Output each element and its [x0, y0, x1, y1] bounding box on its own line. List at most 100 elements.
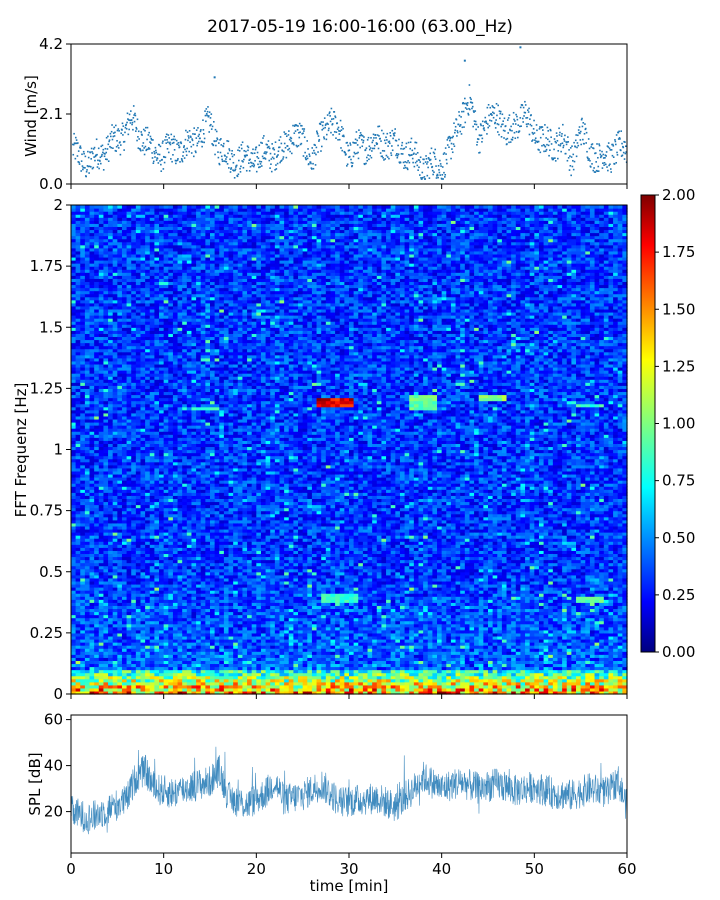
wind-point: [560, 145, 562, 147]
wind-point: [223, 143, 225, 145]
wind-point: [432, 174, 434, 176]
wind-point: [454, 129, 456, 131]
wind-point: [313, 168, 315, 170]
wind-point: [577, 134, 579, 136]
wind-point: [585, 128, 587, 130]
wind-point: [384, 140, 386, 142]
wind-point: [602, 162, 604, 164]
wind-point: [564, 140, 566, 142]
wind-point: [481, 134, 483, 136]
wind-point: [315, 154, 317, 156]
wind-point: [213, 121, 215, 123]
wind-point: [476, 124, 478, 126]
wind-point: [507, 119, 509, 121]
wind-point: [470, 98, 472, 100]
wind-point: [371, 157, 373, 159]
wind-point: [355, 142, 357, 144]
wind-point: [442, 166, 444, 168]
wind-point: [78, 162, 80, 164]
wind-point: [178, 142, 180, 144]
wind-point: [185, 139, 187, 141]
wind-point: [269, 148, 271, 150]
wind-point: [418, 166, 420, 168]
wind-point: [190, 136, 192, 138]
wind-point: [343, 136, 345, 138]
wind-point: [341, 126, 343, 128]
wind-point: [345, 153, 347, 155]
wind-point: [505, 125, 507, 127]
wind-point: [173, 142, 175, 144]
wind-point: [170, 158, 172, 160]
wind-point: [311, 168, 313, 170]
wind-point: [274, 153, 276, 155]
wind-point: [356, 131, 358, 133]
wind-y-label: Wind [m/s]: [22, 75, 40, 157]
wind-point: [457, 130, 459, 132]
wind-point: [81, 160, 83, 162]
wind-point: [324, 138, 326, 140]
wind-point: [439, 160, 441, 162]
wind-point: [365, 149, 367, 151]
wind-point: [197, 127, 199, 129]
wind-point: [176, 143, 178, 145]
wind-point: [373, 137, 375, 139]
wind-point: [447, 139, 449, 141]
wind-point: [275, 141, 277, 143]
wind-point: [152, 139, 154, 141]
wind-point: [506, 143, 508, 145]
wind-point: [568, 149, 570, 151]
wind-point: [464, 103, 466, 105]
wind-point: [489, 120, 491, 122]
wind-point: [125, 124, 127, 126]
wind-point: [173, 136, 175, 138]
wind-point: [435, 165, 437, 167]
wind-point: [158, 144, 160, 146]
wind-point: [361, 139, 363, 141]
wind-point: [297, 125, 299, 127]
wind-point: [615, 141, 617, 143]
wind-point: [416, 161, 418, 163]
wind-point: [585, 142, 587, 144]
wind-point: [219, 164, 221, 166]
heatmap-cell: [71, 205, 76, 209]
wind-point: [375, 137, 377, 139]
wind-point: [99, 160, 101, 162]
wind-point: [297, 129, 299, 131]
wind-point: [604, 157, 606, 159]
spectrogram-heatmap: [71, 205, 628, 695]
wind-point: [396, 157, 398, 159]
wind-point: [302, 128, 304, 130]
wind-point: [160, 164, 162, 166]
wind-point: [246, 170, 248, 172]
wind-point: [332, 134, 334, 136]
wind-point: [330, 121, 332, 123]
wind-point: [550, 130, 552, 132]
wind-point: [434, 149, 436, 151]
wind-point: [435, 158, 437, 160]
wind-point: [372, 140, 374, 142]
wind-point: [155, 152, 157, 154]
wind-point: [463, 126, 465, 128]
wind-point: [357, 152, 359, 154]
wind-point: [168, 152, 170, 154]
wind-point: [573, 142, 575, 144]
wind-point: [283, 156, 285, 158]
wind-point: [136, 140, 138, 142]
wind-point: [363, 136, 365, 138]
wind-point: [256, 146, 258, 148]
wind-point: [147, 127, 149, 129]
wind-point: [359, 137, 361, 139]
wind-point: [366, 147, 368, 149]
wind-point: [358, 129, 360, 131]
wind-point: [231, 150, 233, 152]
wind-point: [226, 161, 228, 163]
wind-point: [187, 140, 189, 142]
wind-point: [414, 148, 416, 150]
wind-panel: Wind [m/s] 0.02.14.2: [22, 35, 627, 193]
wind-point: [493, 113, 495, 115]
wind-point: [102, 149, 104, 151]
wind-point: [623, 152, 625, 154]
wind-point: [448, 146, 450, 148]
wind-point: [77, 155, 79, 157]
wind-point: [323, 128, 325, 130]
